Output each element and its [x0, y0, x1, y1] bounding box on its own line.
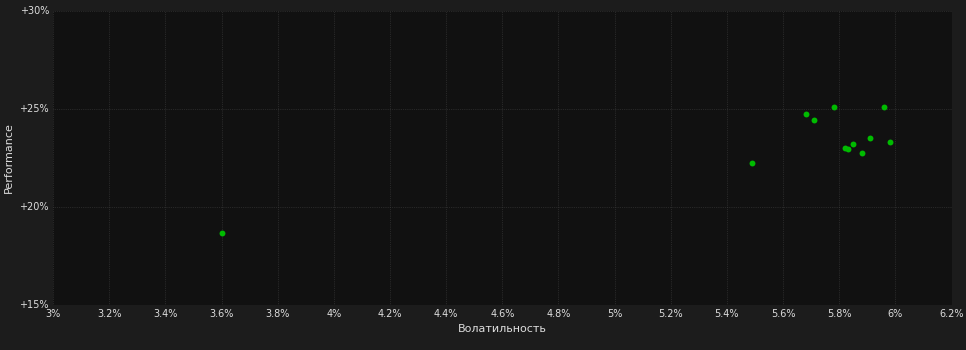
- Point: [745, 161, 760, 166]
- Point: [798, 112, 813, 117]
- Point: [854, 150, 869, 155]
- Point: [845, 141, 861, 147]
- Point: [807, 118, 822, 123]
- Point: [838, 145, 853, 150]
- Point: [213, 230, 229, 236]
- Point: [882, 139, 897, 145]
- Point: [863, 135, 878, 141]
- X-axis label: Волатильность: Волатильность: [458, 324, 547, 334]
- Point: [826, 104, 841, 109]
- Point: [839, 146, 855, 152]
- Y-axis label: Performance: Performance: [4, 122, 14, 193]
- Point: [876, 104, 892, 109]
